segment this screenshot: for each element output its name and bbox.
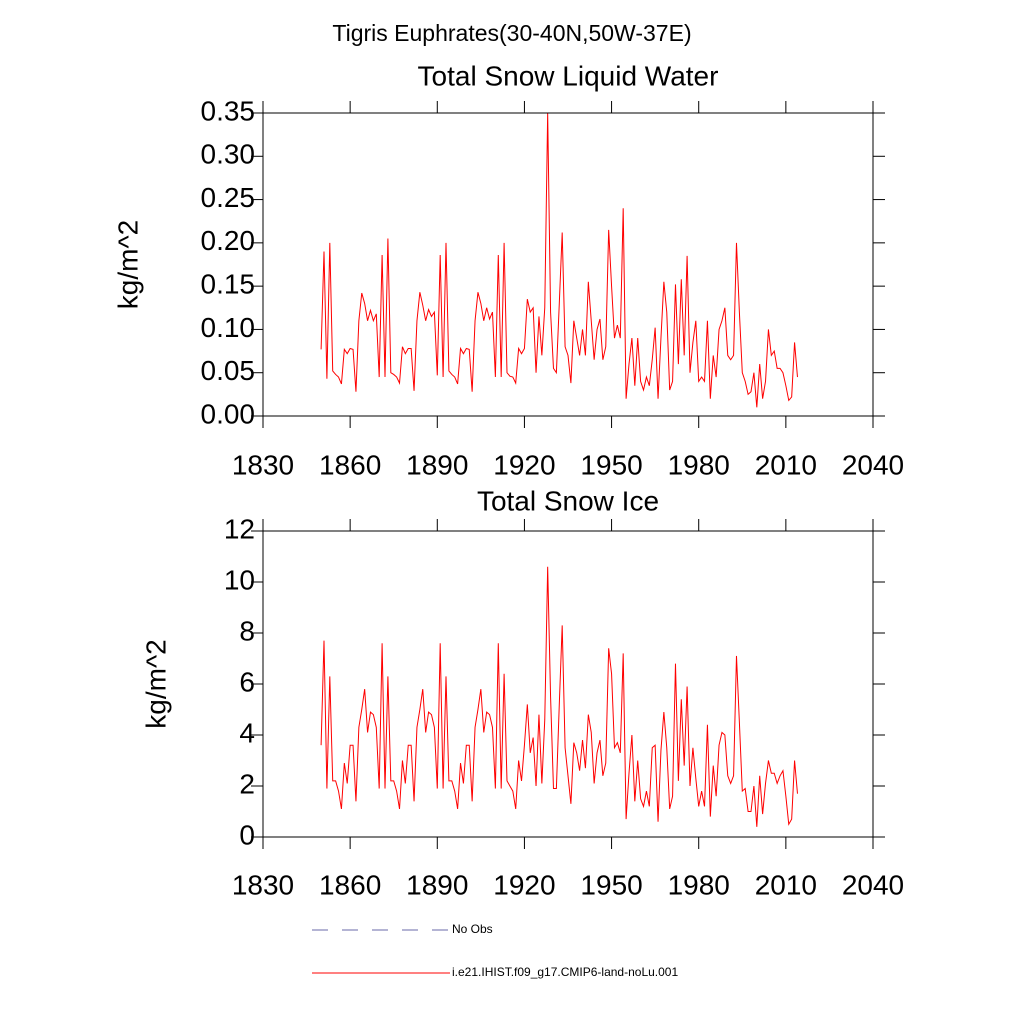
y-tick-label: 0.25 [201, 182, 256, 213]
y-tick-label: 0.10 [201, 312, 256, 343]
x-tick-label: 1830 [232, 869, 294, 900]
y-tick-label: 4 [239, 717, 255, 748]
x-tick-label: 1950 [580, 449, 642, 480]
y-tick-label: 10 [224, 564, 255, 595]
plot-frame [262, 112, 874, 417]
x-tick-label: 1920 [493, 449, 555, 480]
x-tick-label: 2040 [842, 869, 904, 900]
x-tick-label: 2010 [755, 869, 817, 900]
y-tick-label: 0.35 [201, 95, 256, 126]
x-tick-label: 1980 [668, 869, 730, 900]
y-tick-label: 2 [239, 768, 255, 799]
y-tick-label: 0.15 [201, 269, 256, 300]
legend-label: i.e21.IHIST.f09_g17.CMIP6-land-noLu.001 [452, 965, 678, 979]
data-line [320, 566, 798, 827]
panel-title: Total Snow Liquid Water [418, 60, 719, 91]
x-tick-label: 1860 [319, 449, 381, 480]
y-tick-label: 8 [239, 615, 255, 646]
x-tick-label: 1980 [668, 449, 730, 480]
y-tick-label: 0.00 [201, 398, 256, 429]
x-tick-label: 1890 [406, 449, 468, 480]
x-tick-label: 1890 [406, 869, 468, 900]
y-axis-title: kg/m^2 [112, 220, 143, 309]
y-tick-label: 0.05 [201, 355, 256, 386]
x-tick-label: 1860 [319, 869, 381, 900]
legend-label: No Obs [452, 922, 493, 936]
data-line [320, 112, 798, 408]
x-tick-label: 2010 [755, 449, 817, 480]
plot-frame [262, 530, 874, 838]
y-axis-title: kg/m^2 [140, 639, 171, 728]
y-tick-label: 0.30 [201, 139, 256, 170]
y-tick-label: 0.20 [201, 225, 256, 256]
x-tick-label: 2040 [842, 449, 904, 480]
y-tick-label: 6 [239, 666, 255, 697]
x-tick-label: 1950 [580, 869, 642, 900]
panel-title: Total Snow Ice [477, 485, 659, 516]
x-tick-label: 1920 [493, 869, 555, 900]
figure-title: Tigris Euphrates(30-40N,50W-37E) [332, 20, 691, 46]
x-tick-label: 1830 [232, 449, 294, 480]
y-tick-label: 12 [224, 513, 255, 544]
y-tick-label: 0 [239, 819, 255, 850]
